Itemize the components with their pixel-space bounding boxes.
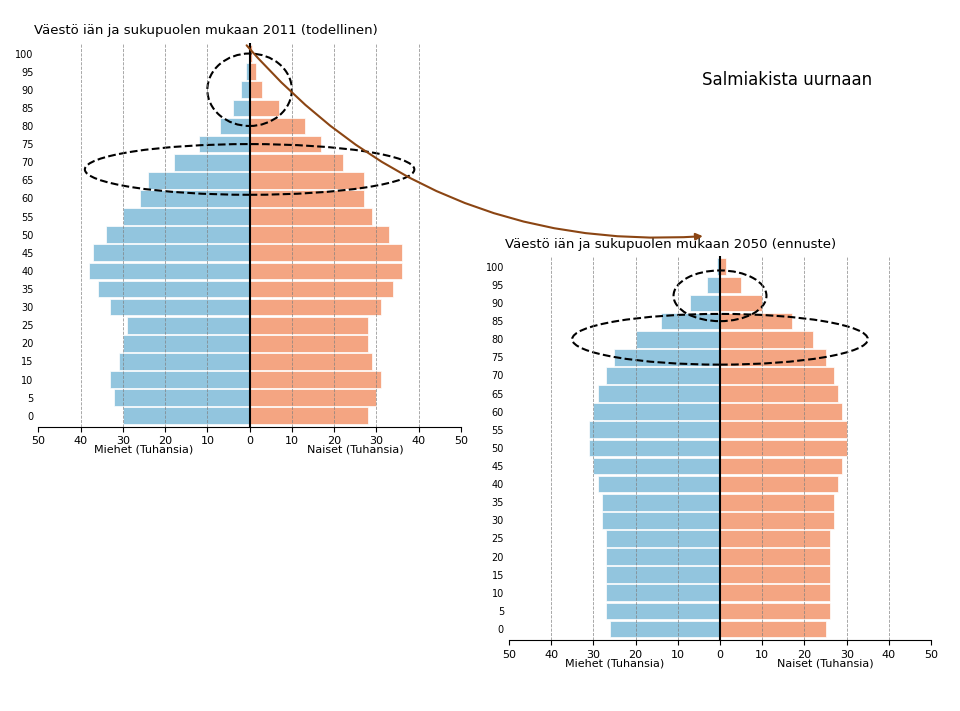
Bar — [250, 208, 372, 225]
Bar — [199, 136, 250, 152]
Bar — [606, 367, 720, 384]
Bar — [250, 46, 252, 62]
Bar — [720, 331, 813, 348]
Bar — [602, 494, 720, 510]
Bar — [250, 82, 262, 98]
Bar — [690, 295, 720, 311]
Bar — [720, 295, 762, 311]
Bar — [602, 512, 720, 529]
Bar — [720, 494, 834, 510]
Bar — [720, 277, 741, 293]
Bar — [250, 100, 279, 116]
Bar — [720, 530, 829, 547]
Bar — [250, 407, 368, 424]
Bar — [232, 100, 250, 116]
Bar — [720, 259, 727, 275]
Bar — [720, 349, 826, 365]
Bar — [250, 154, 343, 171]
Bar — [720, 313, 792, 329]
Bar — [148, 172, 250, 188]
Bar — [114, 390, 250, 406]
Bar — [720, 385, 838, 402]
Bar — [250, 353, 372, 370]
Bar — [250, 63, 256, 80]
Bar — [606, 584, 720, 601]
Bar — [611, 621, 720, 637]
Bar — [250, 317, 368, 333]
Text: 9: 9 — [365, 679, 377, 697]
Bar — [250, 190, 364, 207]
Bar — [246, 63, 250, 80]
Bar — [589, 439, 720, 456]
Bar — [250, 136, 322, 152]
Bar — [720, 548, 829, 565]
Bar — [174, 154, 250, 171]
Bar — [720, 458, 843, 474]
Bar — [720, 567, 829, 583]
Bar — [593, 403, 720, 420]
Bar — [720, 422, 847, 438]
Text: Väestö iän ja sukupuolen mukaan 2050 (ennuste): Väestö iän ja sukupuolen mukaan 2050 (en… — [505, 237, 836, 250]
Bar — [606, 548, 720, 565]
Bar — [123, 208, 250, 225]
Bar — [250, 117, 304, 134]
Bar — [720, 512, 834, 529]
Bar — [720, 621, 826, 637]
Bar — [241, 82, 250, 98]
Bar — [606, 603, 720, 619]
Text: Väestö iän ja sukupuolen mukaan 2011 (todellinen): Väestö iän ja sukupuolen mukaan 2011 (to… — [35, 24, 378, 37]
Bar — [250, 390, 376, 406]
Bar — [110, 299, 250, 316]
Bar — [250, 281, 394, 297]
Text: Salmiakista uurnaan: Salmiakista uurnaan — [702, 71, 873, 89]
Bar — [250, 172, 364, 188]
Bar — [720, 476, 838, 493]
Bar — [708, 277, 720, 293]
Bar — [250, 262, 401, 279]
Bar — [250, 299, 380, 316]
Bar — [250, 335, 368, 352]
Bar — [589, 422, 720, 438]
Bar — [606, 567, 720, 583]
Bar — [597, 385, 720, 402]
Bar — [98, 281, 250, 297]
Bar — [636, 331, 720, 348]
Bar — [127, 317, 250, 333]
Text: Kuviot Tilastokeskus (stat.fi): Kuviot Tilastokeskus (stat.fi) — [19, 680, 267, 695]
Bar — [250, 371, 380, 387]
Bar — [720, 367, 834, 384]
Bar — [93, 245, 250, 261]
Bar — [250, 245, 401, 261]
Bar — [720, 603, 829, 619]
Text: Miehet (Tuhansia): Miehet (Tuhansia) — [94, 444, 194, 455]
Bar — [123, 335, 250, 352]
Bar — [597, 476, 720, 493]
Bar — [720, 403, 843, 420]
Bar — [89, 262, 250, 279]
Bar — [720, 439, 847, 456]
Bar — [106, 226, 250, 243]
Bar — [593, 458, 720, 474]
Bar — [110, 371, 250, 387]
Bar — [220, 117, 250, 134]
Bar — [716, 259, 720, 275]
Bar — [606, 530, 720, 547]
Text: Naiset (Tuhansia): Naiset (Tuhansia) — [778, 658, 874, 668]
Bar — [250, 226, 389, 243]
Bar — [119, 353, 250, 370]
Bar — [614, 349, 720, 365]
Bar — [140, 190, 250, 207]
Bar — [660, 313, 720, 329]
Text: Miehet (Tuhansia): Miehet (Tuhansia) — [564, 658, 664, 668]
Bar — [720, 584, 829, 601]
Text: Naiset (Tuhansia): Naiset (Tuhansia) — [307, 444, 403, 455]
Bar — [123, 407, 250, 424]
